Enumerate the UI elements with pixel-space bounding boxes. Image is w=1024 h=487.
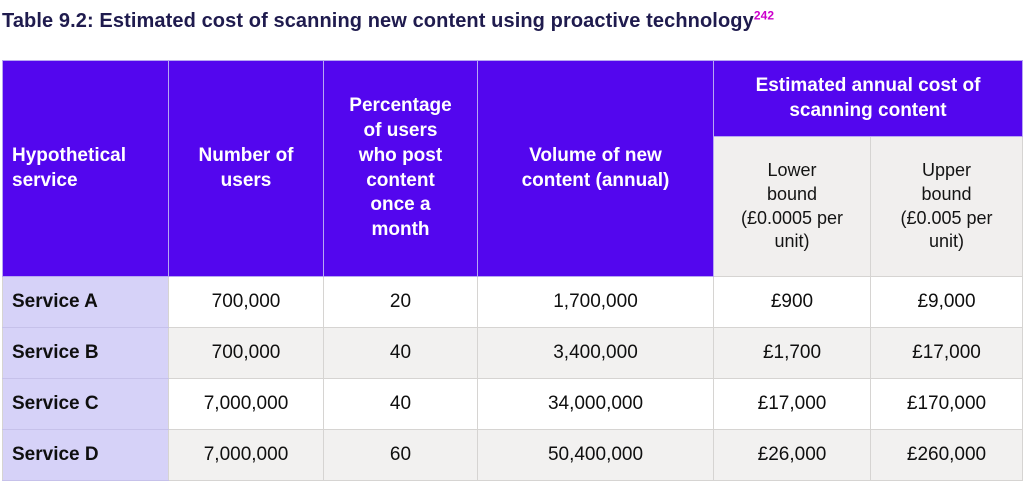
cell-number-of-users: 700,000	[168, 276, 324, 328]
cell-volume: 3,400,000	[477, 327, 714, 379]
cell-upper-bound-cost: £9,000	[870, 276, 1023, 328]
header-lower-bound: Lower bound (£0.0005 per unit)	[713, 136, 871, 277]
table-body: Service A 700,000 20 1,700,000 £900 £9,0…	[2, 276, 1023, 481]
header-hypothetical-service: Hypothetical service	[2, 60, 169, 277]
cell-upper-bound-cost: £170,000	[870, 378, 1023, 430]
cell-percentage: 60	[323, 429, 478, 481]
header-upper-bound: Upper bound (£0.005 per unit)	[870, 136, 1023, 277]
cell-percentage: 40	[323, 378, 478, 430]
cell-number-of-users: 7,000,000	[168, 378, 324, 430]
table-row-service-d: Service D 7,000,000 60 50,400,000 £26,00…	[2, 429, 1023, 481]
cell-lower-bound-cost: £900	[713, 276, 871, 328]
table-row-service-a: Service A 700,000 20 1,700,000 £900 £9,0…	[2, 276, 1023, 328]
cell-lower-bound-cost: £17,000	[713, 378, 871, 430]
table-row-service-c: Service C 7,000,000 40 34,000,000 £17,00…	[2, 378, 1023, 430]
footnote-ref: 242	[753, 8, 775, 23]
cell-volume: 34,000,000	[477, 378, 714, 430]
table-row-service-b: Service B 700,000 40 3,400,000 £1,700 £1…	[2, 327, 1023, 379]
cell-service-name: Service A	[2, 276, 169, 328]
cell-service-name: Service C	[2, 378, 169, 430]
cell-percentage: 40	[323, 327, 478, 379]
cell-upper-bound-cost: £17,000	[870, 327, 1023, 379]
table-title-text: Table 9.2: Estimated cost of scanning ne…	[2, 10, 754, 32]
cell-number-of-users: 7,000,000	[168, 429, 324, 481]
header-number-of-users: Number of users	[168, 60, 324, 277]
cell-volume: 1,700,000	[477, 276, 714, 328]
cell-number-of-users: 700,000	[168, 327, 324, 379]
cell-lower-bound-cost: £26,000	[713, 429, 871, 481]
cell-percentage: 20	[323, 276, 478, 328]
table-header: Hypothetical service Number of users Per…	[2, 60, 1023, 277]
cell-service-name: Service D	[2, 429, 169, 481]
cell-service-name: Service B	[2, 327, 169, 379]
cost-table: Hypothetical service Number of users Per…	[2, 60, 1023, 481]
header-volume-new-content: Volume of new content (annual)	[477, 60, 714, 277]
table-title: Table 9.2: Estimated cost of scanning ne…	[2, 8, 1024, 33]
cell-volume: 50,400,000	[477, 429, 714, 481]
cell-lower-bound-cost: £1,700	[713, 327, 871, 379]
header-percentage-posting: Percentage of users who post content onc…	[323, 60, 478, 277]
cell-upper-bound-cost: £260,000	[870, 429, 1023, 481]
header-estimated-annual-cost-group: Estimated annual cost of scanning conten…	[713, 60, 1023, 137]
